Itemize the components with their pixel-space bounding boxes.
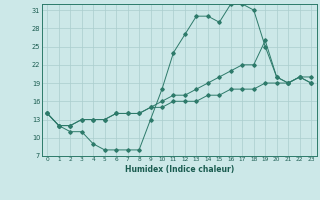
X-axis label: Humidex (Indice chaleur): Humidex (Indice chaleur): [124, 165, 234, 174]
